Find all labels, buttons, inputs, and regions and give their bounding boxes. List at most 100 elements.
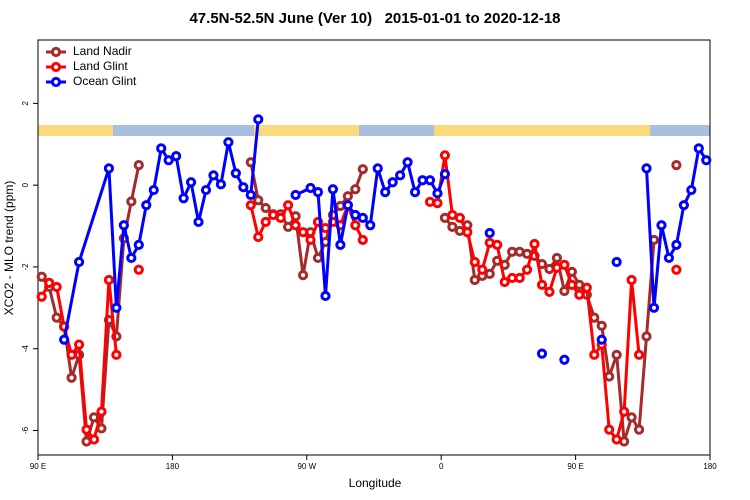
data-point xyxy=(133,264,144,275)
data-point xyxy=(156,143,167,154)
mask-land xyxy=(434,125,650,136)
data-point xyxy=(290,189,301,201)
data-point xyxy=(223,137,234,148)
data-point xyxy=(126,196,137,207)
data-point xyxy=(88,434,100,445)
data-point xyxy=(559,285,570,297)
data-point xyxy=(551,252,563,264)
data-point xyxy=(350,220,361,231)
data-point xyxy=(574,289,585,300)
data-point xyxy=(648,302,660,313)
data-point xyxy=(477,264,488,275)
data-point xyxy=(611,434,622,445)
data-point xyxy=(111,349,122,360)
data-point xyxy=(283,200,294,211)
x-tick-label: 0 xyxy=(439,462,444,471)
data-point xyxy=(365,220,376,231)
data-point xyxy=(253,231,264,243)
data-point xyxy=(596,320,607,331)
data-point xyxy=(395,170,406,181)
data-point xyxy=(305,234,316,246)
legend-marker xyxy=(50,76,62,88)
data-point xyxy=(439,169,451,180)
data-point xyxy=(559,259,570,270)
data-point xyxy=(208,170,219,181)
data-point xyxy=(521,264,533,275)
series xyxy=(59,114,712,365)
data-point xyxy=(312,186,324,198)
data-point xyxy=(73,256,85,268)
data-point xyxy=(462,227,473,238)
data-point xyxy=(163,155,174,166)
x-tick-label: 90 E xyxy=(567,462,583,471)
data-point xyxy=(469,256,480,268)
data-point xyxy=(185,177,197,188)
data-point xyxy=(51,281,62,293)
chart-title: 47.5N-52.5N June (Ver 10) 2015-01-01 to … xyxy=(189,10,560,27)
data-point xyxy=(297,227,309,238)
data-point xyxy=(245,189,256,201)
data-point xyxy=(439,150,451,161)
data-point xyxy=(81,424,92,435)
data-point xyxy=(305,182,316,194)
data-point xyxy=(133,160,144,171)
data-point xyxy=(357,234,368,246)
y-axis-label: XCO2 - MLO trend (ppm) xyxy=(2,181,16,316)
data-point xyxy=(260,202,271,214)
data-point xyxy=(566,279,577,291)
data-point xyxy=(633,349,645,360)
series-line xyxy=(42,162,677,441)
mask-ocean xyxy=(113,125,254,136)
data-point xyxy=(372,163,383,174)
data-point xyxy=(693,143,704,154)
data-point xyxy=(633,424,645,435)
y-tick-label: 2 xyxy=(21,101,30,106)
data-point xyxy=(581,282,592,293)
x-tick-label: 90 W xyxy=(297,462,316,471)
data-point xyxy=(342,191,353,202)
data-point xyxy=(215,179,227,190)
data-point xyxy=(103,163,115,174)
legend-label: Ocean Glint xyxy=(73,74,137,88)
data-point xyxy=(484,268,495,279)
data-point xyxy=(148,184,159,196)
data-point xyxy=(596,334,607,345)
data-point xyxy=(103,274,115,286)
series xyxy=(36,157,682,447)
data-point xyxy=(36,291,47,302)
data-point xyxy=(678,200,689,211)
y-tick-label: 0 xyxy=(21,182,30,187)
data-point xyxy=(200,184,212,196)
legend-label: Land Nadir xyxy=(73,44,132,58)
data-point xyxy=(51,312,62,323)
data-point xyxy=(589,312,600,323)
y-tick-label: -4 xyxy=(21,345,30,353)
data-point xyxy=(253,195,264,206)
x-tick-label: 180 xyxy=(166,462,180,471)
data-point xyxy=(484,227,495,239)
data-point xyxy=(469,274,480,286)
data-point xyxy=(66,372,77,383)
data-point xyxy=(402,157,413,168)
mask-ocean xyxy=(359,125,434,136)
data-point xyxy=(499,276,510,288)
data-point xyxy=(342,200,353,211)
data-point xyxy=(447,221,458,232)
data-point xyxy=(290,220,301,231)
data-point xyxy=(641,163,652,174)
y-tick-label: -6 xyxy=(21,426,30,434)
data-point xyxy=(619,406,630,417)
data-point xyxy=(44,277,55,288)
data-point xyxy=(409,186,421,198)
data-point xyxy=(312,252,324,264)
y-tick-label: -2 xyxy=(21,263,30,271)
x-axis-label: Longitude xyxy=(349,476,402,490)
data-point xyxy=(514,272,525,284)
data-point xyxy=(141,200,152,211)
x-tick-label: 90 E xyxy=(30,462,46,471)
data-point xyxy=(559,354,570,365)
data-point xyxy=(589,349,600,360)
data-point xyxy=(387,177,398,188)
